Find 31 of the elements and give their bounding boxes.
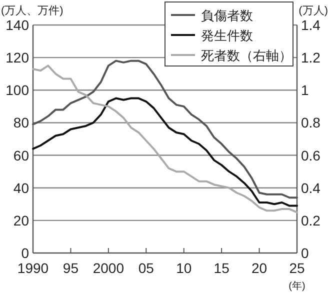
y2-tick-label: 0.6: [301, 147, 321, 164]
y2-tick-label: 0.2: [301, 212, 321, 228]
x-tick-label: 10: [176, 260, 192, 276]
y-tick-label: 0: [21, 245, 30, 261]
line-series: [32, 97, 298, 207]
y2-tick-label: 0: [301, 245, 309, 261]
legend-label: 負傷者数: [201, 8, 253, 23]
y2-tick-label: 0.8: [301, 114, 321, 131]
y-tick-label: 40: [13, 180, 30, 196]
x-tick-label: 20: [251, 260, 268, 276]
x-tick-label: 05: [138, 260, 154, 276]
y2-tick-label: 1.4: [301, 17, 321, 33]
y-tick-label: 80: [13, 114, 30, 131]
y2-tick-label: 1.2: [301, 50, 321, 66]
x-tick-label: 15: [214, 260, 230, 276]
legend-label: 死者数（右軸）: [201, 48, 292, 63]
x-tick-label: 25: [289, 260, 305, 276]
y-tick-label: 100: [6, 82, 30, 98]
y-tick-label: 60: [13, 147, 30, 164]
x-tick-label: 95: [62, 260, 79, 276]
x-axis-title: (年): [288, 280, 306, 292]
y-tick-label: 140: [6, 17, 30, 33]
y-tick-label: 20: [13, 212, 30, 228]
y2-tick-label: 1: [301, 82, 309, 98]
y-axis-title: (万人、万件): [1, 5, 64, 17]
x-tick-label: 1990: [17, 260, 49, 276]
y2-axis-title: (万人): [298, 5, 328, 17]
y-tick-label: 120: [6, 50, 30, 66]
x-tick-label: 2000: [92, 260, 124, 276]
legend-label: 発生件数: [201, 28, 253, 43]
y2-tick-label: 0.4: [301, 180, 321, 196]
